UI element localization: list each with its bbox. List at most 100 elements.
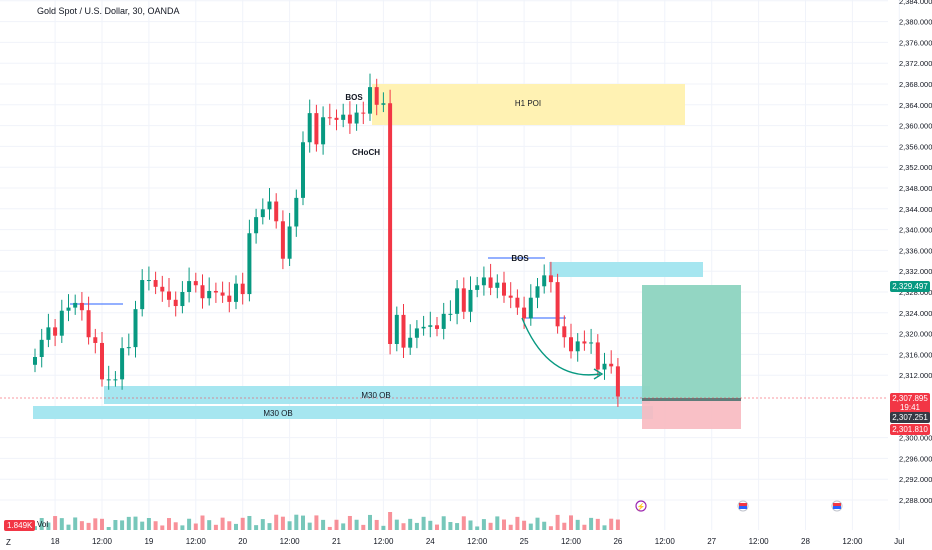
price-tick: 2,372.000 xyxy=(899,59,932,68)
lightning-glyph: ⚡ xyxy=(637,502,646,511)
price-tick: 2,328.000 xyxy=(899,288,932,297)
volume-bar xyxy=(488,522,493,530)
candle xyxy=(307,113,312,143)
volume-bar xyxy=(448,522,453,530)
candle xyxy=(535,286,540,298)
volume-bar xyxy=(106,527,111,530)
volume-bar xyxy=(126,516,131,530)
volume-bar xyxy=(207,520,212,530)
volume-bar xyxy=(334,519,339,530)
volume-bar xyxy=(595,518,600,530)
candle xyxy=(200,285,205,299)
candle xyxy=(569,337,573,352)
time-tick: 12:00 xyxy=(561,537,582,546)
candle xyxy=(46,327,51,340)
volume-bar xyxy=(388,512,393,530)
current-price-label: 2,307.895 19:41 xyxy=(890,393,930,415)
volume-bar xyxy=(528,523,533,530)
volume-bar xyxy=(260,519,265,530)
price-tick: 2,352.000 xyxy=(899,163,932,172)
candle xyxy=(609,363,614,367)
projection-arrow xyxy=(521,317,601,376)
candle xyxy=(254,217,259,234)
volume-bar xyxy=(414,522,419,530)
volume-bar xyxy=(200,515,205,530)
time-tick: 26 xyxy=(613,537,622,546)
candle xyxy=(575,341,580,352)
volume-bar xyxy=(79,521,84,530)
candle xyxy=(368,87,372,114)
candle xyxy=(180,292,185,307)
time-tick: 25 xyxy=(520,537,529,546)
candle xyxy=(468,289,473,312)
candle xyxy=(133,309,138,348)
price-tick: 2,356.000 xyxy=(899,142,932,151)
price-tick: 2,312.000 xyxy=(899,371,932,380)
m30-ob-zone-lower xyxy=(33,406,653,419)
volume-bar xyxy=(408,518,413,530)
volume-bar xyxy=(307,522,312,530)
volume-bar xyxy=(280,516,285,530)
volume-bar xyxy=(314,515,319,530)
candle xyxy=(327,117,332,119)
volume-bar xyxy=(589,517,594,530)
price-tick: 2,288.000 xyxy=(899,496,932,505)
price-tick: 2,384.000 xyxy=(899,0,932,6)
time-tick: 12:00 xyxy=(373,537,394,546)
volume-bar xyxy=(435,524,439,530)
volume-bar xyxy=(327,526,332,530)
volume-bar xyxy=(53,516,58,530)
time-tick: 12:00 xyxy=(842,537,863,546)
flag-stripe xyxy=(833,503,841,506)
volume-bar xyxy=(354,519,359,530)
volume-bar xyxy=(508,524,513,530)
ob-label: M30 OB xyxy=(263,409,292,418)
volume-bar xyxy=(535,517,540,530)
candle xyxy=(341,114,346,120)
candle xyxy=(495,282,500,288)
price-tick: 2,364.000 xyxy=(899,101,932,110)
volume-bar xyxy=(86,522,91,530)
candle xyxy=(294,197,299,227)
volume-bar xyxy=(368,514,372,530)
volume-bar xyxy=(421,516,426,530)
time-tick: 12:00 xyxy=(186,537,207,546)
price-tick: 2,320.000 xyxy=(899,330,932,339)
target-zone xyxy=(642,285,741,400)
bar-countdown: 19:41 xyxy=(899,403,921,412)
volume-bar xyxy=(120,520,125,530)
time-tick: 12:00 xyxy=(749,537,770,546)
candle xyxy=(73,302,78,308)
h1-poi-label: H1 POI xyxy=(515,99,541,108)
time-tick: 28 xyxy=(801,537,810,546)
time-tick: 18 xyxy=(51,537,60,546)
price-tick: 2,376.000 xyxy=(899,38,932,47)
volume-bar xyxy=(428,520,433,530)
time-tick: 21 xyxy=(332,537,341,546)
timezone-label[interactable]: Z xyxy=(6,538,11,547)
time-tick: Jul xyxy=(894,537,904,546)
volume-bar xyxy=(301,515,305,530)
candle xyxy=(106,379,111,381)
arrow-head xyxy=(593,368,604,380)
flag-stripe xyxy=(739,506,747,509)
volume-bar xyxy=(93,518,98,530)
candle xyxy=(374,87,379,105)
volume-bar xyxy=(502,519,506,530)
price-tick: 2,360.000 xyxy=(899,122,932,131)
time-tick: 20 xyxy=(238,537,247,546)
m30-ob-zone-upper xyxy=(104,386,650,404)
candle xyxy=(455,288,460,314)
flag-stripe xyxy=(739,503,747,506)
volume-bar xyxy=(495,516,500,530)
volume-bar xyxy=(522,520,527,530)
volume-bar xyxy=(361,524,366,530)
price-tick: 2,316.000 xyxy=(899,350,932,359)
price-tick: 2,292.000 xyxy=(899,475,932,484)
candle xyxy=(79,302,84,311)
price-tick: 2,332.000 xyxy=(899,267,932,276)
price-tick: 2,348.000 xyxy=(899,184,932,193)
candle xyxy=(408,337,413,348)
volume-bar xyxy=(73,517,78,530)
